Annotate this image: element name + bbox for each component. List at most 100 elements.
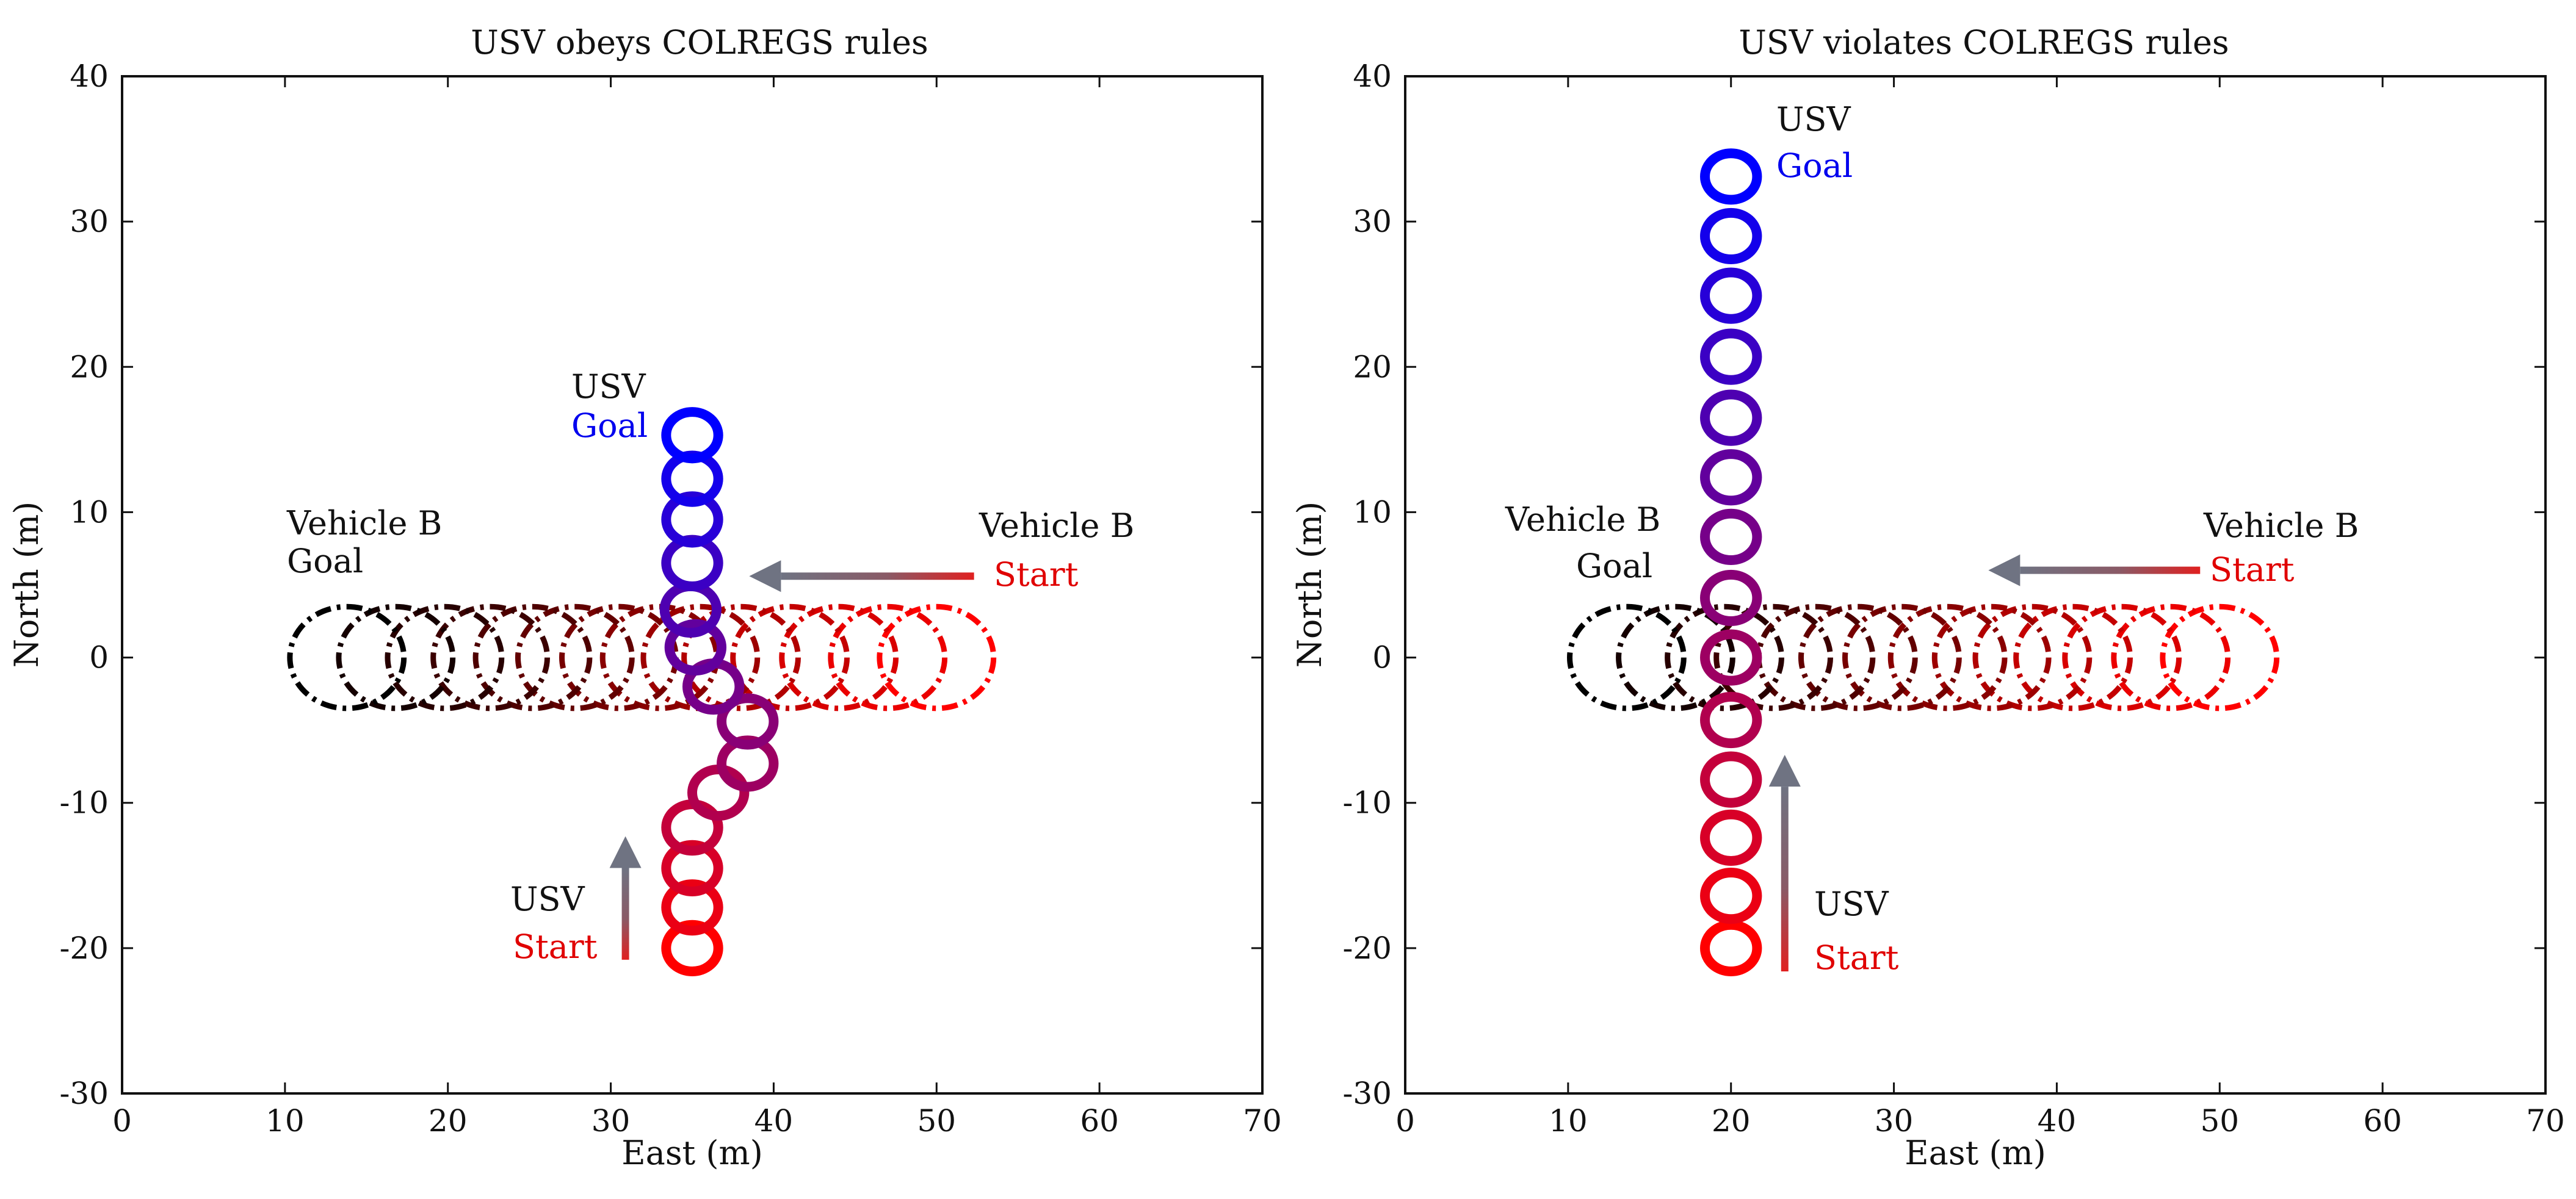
vehicle-b-marker	[1931, 603, 2052, 711]
vehicle-b-goal-sublabel: Goal	[287, 542, 363, 580]
y-tick-label: 30	[1353, 204, 1392, 239]
usv-goal-label: USV	[571, 367, 646, 406]
vehicle-b-marker	[2111, 603, 2231, 711]
plot-frame	[1404, 75, 2547, 1095]
arrow-head	[1988, 554, 2021, 586]
x-tick-label: 60	[2363, 1103, 2402, 1139]
y-axis-label: North (m)	[7, 502, 46, 668]
vehicle-b-start-sublabel: Start	[2210, 550, 2295, 589]
x-tick-label: 50	[917, 1103, 956, 1139]
vehicle-b-marker	[1713, 603, 1833, 711]
usv-marker	[1700, 691, 1762, 749]
vehicle-b-marker	[472, 603, 593, 711]
vehicle-b-marker	[515, 603, 635, 711]
vehicle-b-marker	[1887, 603, 2008, 711]
vehicle-b-marker	[1616, 603, 1735, 711]
annotations: USV Goal Vehicle B Goal Vehicle B Start …	[1505, 100, 2359, 977]
vehicle-b-marker	[336, 603, 456, 711]
arrow-shaft	[781, 572, 974, 580]
usv-marker	[661, 879, 723, 936]
usv-direction-arrow	[1768, 755, 1801, 971]
y-tick-label: -10	[59, 785, 109, 821]
usv-start-label: USV	[1814, 885, 1889, 923]
usv-marker	[1700, 920, 1762, 976]
x-tick-label: 40	[2038, 1103, 2077, 1139]
vehicle-b-marker	[2160, 603, 2280, 711]
usv-marker	[1700, 569, 1762, 627]
vehicle-b-marker	[877, 603, 997, 711]
usv-marker	[1700, 449, 1762, 506]
x-tick-label: 30	[592, 1103, 631, 1139]
x-tick-labels: 0 10 20 30 40 50 60 70	[112, 1103, 1282, 1139]
usv-start-label: USV	[510, 880, 585, 918]
y-tick-label: 40	[1353, 59, 1392, 94]
x-tick-labels: 0 10 20 30 40 50 60 70	[1395, 1103, 2565, 1139]
x-tick-label: 20	[429, 1103, 468, 1139]
y-tick-labels: -30 -20 -10 0 10 20 30 40	[59, 59, 109, 1111]
vehicle-b-marker	[640, 603, 761, 711]
x-axis-label: East (m)	[1905, 1134, 2046, 1172]
usv-marker	[1700, 809, 1762, 866]
y-tick-label: 40	[70, 59, 109, 94]
arrow-head	[1768, 755, 1801, 787]
x-tick-label: 10	[1549, 1103, 1588, 1139]
arrow-shaft	[1781, 787, 1789, 971]
usv-marker	[661, 840, 723, 896]
vehicle-b-marker	[1567, 603, 1687, 711]
y-tick-label: 10	[70, 494, 109, 530]
usv-goal-sublabel: Goal	[1776, 146, 1853, 185]
x-tick-label: 0	[112, 1103, 132, 1139]
vehicle-b-marker	[1842, 603, 1962, 711]
chart-panel-left: USV obeys COLREGS rules 0 10 20 30 40 50…	[7, 23, 1282, 1172]
y-tick-label: 30	[70, 204, 109, 239]
vehicle-b-direction-arrow	[749, 560, 974, 592]
vehicle-b-goal-label: Vehicle B	[1505, 500, 1660, 539]
x-tick-label: 0	[1395, 1103, 1415, 1139]
vehicle-b-marker	[287, 603, 407, 711]
x-tick-label: 20	[1712, 1103, 1751, 1139]
y-tick-label: -20	[59, 931, 109, 966]
usv-marker	[1700, 751, 1762, 808]
usv-marker	[1700, 629, 1762, 686]
usv-marker	[664, 619, 727, 676]
arrow-head	[749, 560, 781, 592]
x-tick-label: 40	[754, 1103, 794, 1139]
y-tick-label: -30	[59, 1076, 109, 1111]
x-tick-label: 70	[1243, 1103, 1282, 1139]
usv-marker	[661, 407, 723, 464]
usv-goal-label: USV	[1776, 100, 1851, 139]
usv-marker	[1700, 267, 1762, 324]
vehicle-b-marker	[430, 603, 550, 711]
chart-title: USV violates COLREGS rules	[1738, 23, 2229, 62]
y-tick-label: -20	[1342, 931, 1392, 966]
y-tick-label: -10	[1342, 785, 1392, 821]
vehicle-b-marker	[1798, 603, 1918, 711]
usv-marker	[661, 491, 723, 548]
x-tick-label: 60	[1080, 1103, 1119, 1139]
arrow-head	[609, 836, 642, 868]
vehicle-b-marker	[2013, 603, 2133, 711]
chart-title: USV obeys COLREGS rules	[471, 23, 928, 62]
x-tick-label: 10	[266, 1103, 305, 1139]
vehicle-b-marker	[1972, 603, 2093, 711]
y-tick-labels: -30 -20 -10 0 10 20 30 40	[1342, 59, 1392, 1111]
y-tick-label: 0	[89, 640, 109, 675]
y-tick-label: 20	[1353, 349, 1392, 384]
annotations: USV Goal Vehicle B Goal Vehicle B Start …	[286, 367, 1134, 966]
vehicle-b-marker	[1665, 603, 1784, 711]
usv-start-sublabel: Start	[513, 927, 598, 966]
usv-marker	[1700, 508, 1762, 566]
vehicle-b-goal-sublabel: Goal	[1576, 547, 1652, 585]
x-axis-label: East (m)	[621, 1134, 763, 1172]
vehicle-b-marker	[828, 603, 948, 711]
usv-marker	[1700, 328, 1762, 385]
vehicle-b-marker	[385, 603, 505, 711]
vehicle-b-direction-arrow	[1988, 554, 2201, 586]
vehicle-b-marker	[681, 603, 801, 711]
vehicle-b-start-label: Vehicle B	[979, 506, 1134, 545]
y-tick-label: -30	[1342, 1076, 1392, 1111]
vehicle-b-goal-label: Vehicle B	[286, 504, 442, 542]
vehicle-b-start-sublabel: Start	[994, 555, 1079, 594]
vehicle-b-marker	[779, 603, 899, 711]
